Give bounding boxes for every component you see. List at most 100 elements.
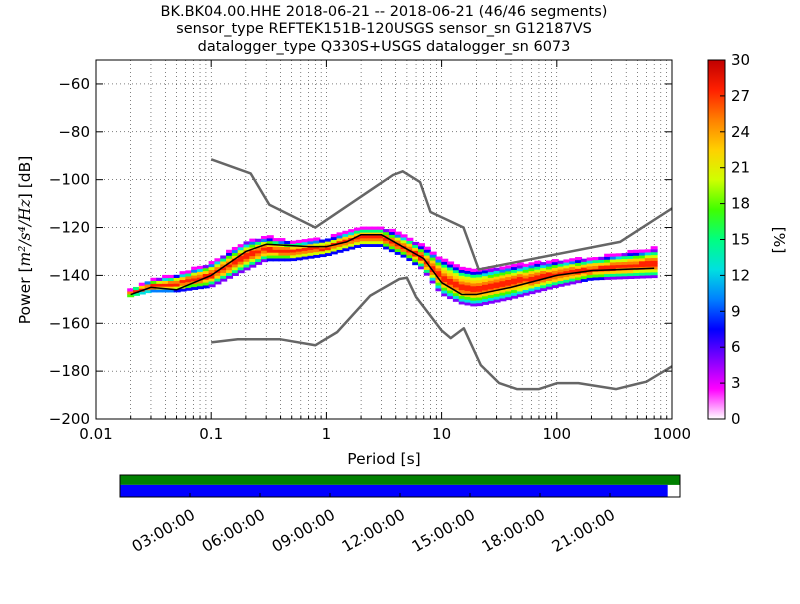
density-cell [528, 290, 536, 295]
density-cell [429, 257, 437, 261]
density-cell [179, 276, 187, 281]
density-cell [260, 238, 268, 243]
density-cell [545, 272, 553, 276]
density-cell [237, 258, 245, 262]
density-cell [563, 273, 571, 277]
density-cell [435, 259, 443, 263]
density-cell [132, 286, 140, 291]
density-cell [406, 243, 414, 247]
y-axis-label-math: m²/s⁴/Hz [16, 198, 34, 266]
density-cell [487, 274, 495, 278]
density-cell [516, 273, 524, 278]
chart-title-line-1: BK.BK04.00.HHE 2018-06-21 -- 2018-06-21 … [161, 4, 608, 20]
density-cell [516, 268, 524, 272]
density-cell [557, 280, 565, 284]
density-cell [324, 247, 332, 251]
density-cell [499, 269, 507, 273]
density-cell [615, 276, 623, 280]
density-cell [237, 255, 245, 259]
density-cell [191, 269, 199, 273]
density-cell [639, 252, 647, 256]
density-cell [371, 238, 379, 242]
density-cell [609, 262, 617, 266]
density-cell [493, 293, 501, 297]
density-cell [191, 272, 199, 276]
density-cell [563, 276, 571, 280]
density-cell [342, 245, 350, 249]
density-cell [377, 243, 385, 247]
density-cell [604, 273, 612, 277]
density-cell [319, 242, 327, 246]
density-cell [266, 235, 274, 239]
density-cell [604, 259, 612, 263]
density-cell [604, 276, 612, 280]
density-cell [522, 272, 530, 276]
density-cell [313, 243, 321, 247]
density-cell [417, 260, 425, 264]
density-cell [441, 273, 449, 277]
density-cell [458, 278, 466, 282]
density-cell [278, 255, 286, 259]
density-cell [237, 261, 245, 265]
density-cell [359, 238, 367, 242]
density-cell [313, 240, 321, 244]
density-cell [557, 260, 565, 264]
density-cell [429, 271, 437, 275]
density-cell [528, 270, 536, 275]
density-cell [423, 269, 431, 273]
density-cell [179, 279, 187, 283]
density-cell [592, 274, 600, 278]
density-cell [511, 266, 519, 270]
density-cell [220, 264, 228, 268]
density-cell [348, 229, 356, 233]
noise-model-low-line [211, 276, 672, 391]
density-cell [342, 236, 350, 240]
density-cell [534, 275, 542, 279]
density-cell [295, 254, 303, 258]
density-cell [167, 274, 175, 279]
density-cell [196, 265, 204, 270]
density-cell [354, 233, 362, 237]
density-cell [313, 246, 321, 250]
density-cell [214, 261, 222, 265]
density-cell [185, 278, 193, 283]
density-cell [534, 283, 542, 287]
density-cell [278, 246, 286, 250]
density-cell [359, 229, 367, 233]
density-cell [429, 280, 437, 284]
density-cell [458, 298, 466, 302]
density-cell [301, 247, 309, 251]
density-cell [208, 266, 216, 270]
density-cell [621, 270, 629, 274]
density-cell [575, 265, 583, 269]
density-cell [348, 234, 356, 239]
density-cell [598, 256, 606, 260]
density-cell [476, 279, 484, 284]
density-cell [540, 273, 548, 277]
density-cell [255, 244, 263, 248]
density-cell [266, 238, 274, 242]
density-cell [516, 294, 524, 298]
density-cell [528, 273, 536, 277]
density-cell [487, 289, 495, 293]
density-cell [569, 266, 577, 271]
density-cell [586, 277, 594, 281]
density-cell [551, 264, 559, 268]
density-cell [423, 255, 431, 259]
density-cell [447, 295, 455, 300]
density-cell [162, 280, 170, 284]
density-cell [435, 288, 443, 292]
density-cell [406, 246, 414, 250]
density-cell [447, 261, 455, 265]
density-cell [354, 244, 362, 248]
density-cell [452, 292, 460, 297]
density-cell [266, 240, 274, 245]
density-cell [220, 278, 228, 282]
density-cell [412, 247, 420, 251]
timeline-tick-label: 03:00:00 [129, 506, 198, 556]
density-cell [458, 269, 466, 273]
density-cell [493, 267, 501, 271]
density-cell [301, 250, 309, 254]
density-cell [272, 240, 280, 245]
density-cell [423, 246, 431, 250]
